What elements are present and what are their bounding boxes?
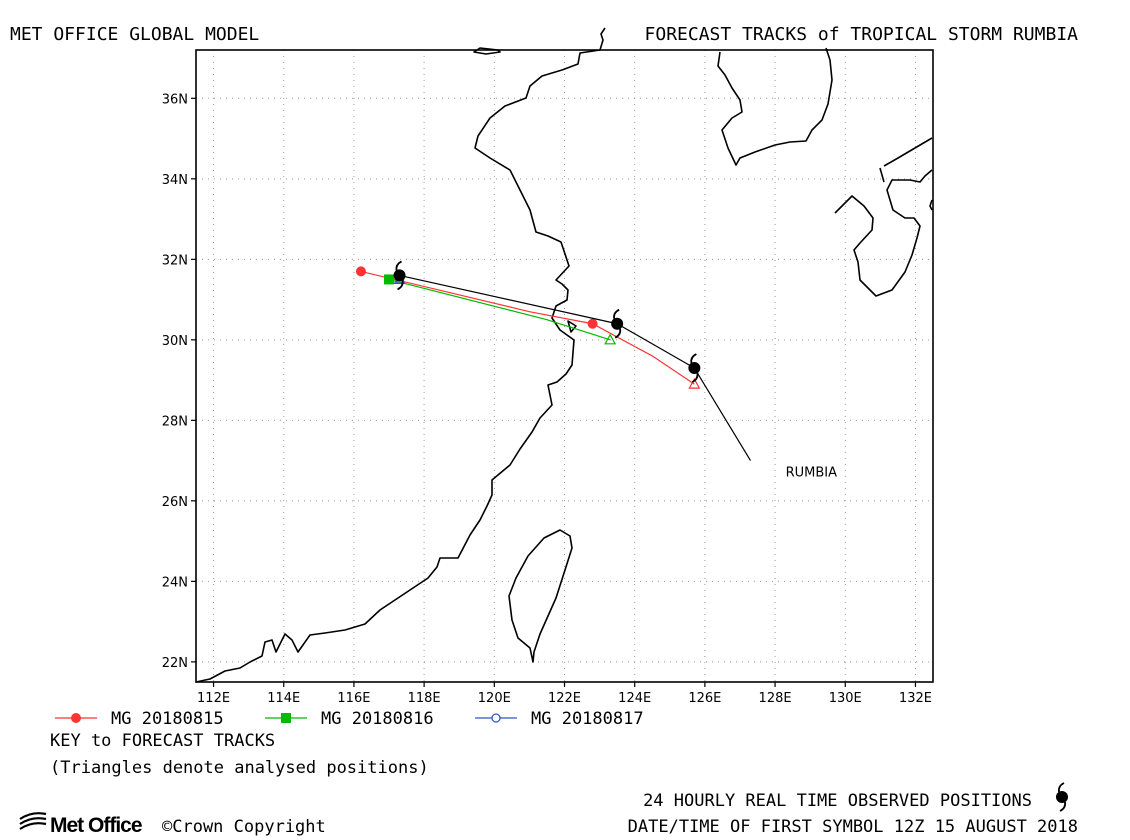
tick-label-lon: 122E [548,691,581,706]
tick-label-lon: 114E [267,691,300,706]
legend-item: MG 20180815 [55,709,224,729]
met-office-logo-text: Met Office [50,814,142,837]
header-left-title: MET OFFICE GLOBAL MODEL [10,24,259,45]
tick-label-lon: 126E [688,691,721,706]
observed-positions-note: 24 HOURLY REAL TIME OBSERVED POSITIONS [643,791,1032,811]
storm-label-leader [693,367,752,461]
storm-symbol-core [611,317,624,330]
key-note: (Triangles denote analysed positions) [50,758,429,778]
tick-label-lat: 34N [162,173,188,188]
forecast-track-marker [355,266,366,277]
storm-symbol-arm-top [1057,782,1065,793]
tick-label-lat: 30N [162,334,188,349]
key-title: KEY to FORECAST TRACKS [50,731,275,751]
tick-label-lon: 118E [408,691,441,706]
tick-label-lat: 28N [162,414,188,429]
storm-symbol-core [688,362,701,375]
storm-name-label: RUMBIA [786,466,838,481]
first-symbol-date: DATE/TIME OF FIRST SYMBOL 12Z 15 AUGUST … [628,817,1078,837]
tropical-storm-symbol-icon [1056,782,1068,812]
storm-symbol-arm-bottom [691,372,699,383]
tick-label-lon: 132E [899,691,932,706]
legend-label: MG 20180815 [111,709,224,729]
header-right-title: FORECAST TRACKS of TROPICAL STORM RUMBIA [645,24,1079,45]
tick-label-lon: 120E [478,691,511,706]
tick-label-lon: 112E [197,691,230,706]
tropical-storm-symbol-icon [1056,782,1068,812]
tick-label-lat: 22N [162,656,188,671]
tropical-storm-symbol-icon [393,260,406,291]
forecast-track-marker [587,318,598,329]
coastline-china [195,27,606,683]
analysed-position-triangle [604,333,617,345]
legend-label: MG 20180817 [531,709,644,729]
tracks [355,260,752,461]
tick-label-lat: 32N [162,253,188,268]
tropical-storm-symbol-icon [688,353,701,383]
tick-label-lat: 36N [162,92,188,107]
legend-marker [71,713,81,723]
storm-symbol-core [1056,791,1068,803]
tick-label-lon: 124E [618,691,651,706]
legend-label: MG 20180816 [321,709,434,729]
axis-ticks: 112E 114E 116E 118E 120E 122E 124E 126E 128E 130E… [162,92,932,706]
storm-symbol-core [393,269,406,282]
analysed-position-triangle [688,377,701,389]
coastline-japan-north [879,137,933,183]
map-area: 112E 114E 116E 118E 120E 122E 124E 126E 128E 130E… [162,27,934,706]
coastline-japan [834,169,933,297]
coastline-taiwan [508,529,573,663]
legend: MG 20180815 MG 20180816 MG 20180817 [55,709,644,729]
coastline-japan-east [929,199,933,211]
legend-item: MG 20180816 [265,709,434,729]
met-office-logo: Met Office [19,812,143,837]
tick-label-lon: 130E [829,691,862,706]
coastline-korea [717,47,833,166]
storm-symbol-arm-bottom [397,280,404,291]
forecast-track-line [360,270,695,385]
coastline-north [473,47,501,55]
forecast-track-line [388,278,611,341]
storm-symbol-arm-bottom [1059,801,1067,812]
legend-marker [281,713,291,723]
map-frame [195,49,934,683]
tick-label-lon: 128E [759,691,792,706]
storm-symbol-arm-top [395,260,402,271]
gridlines [196,50,933,682]
legend-item: MG 20180817 [475,709,644,729]
tick-label-lon: 116E [337,691,370,706]
copyright-text: ©Crown Copyright [162,817,326,837]
legend-marker [491,713,501,723]
tick-label-lat: 24N [162,575,188,590]
tick-label-lat: 26N [162,495,188,510]
tropical-storm-symbol-icon [611,308,624,339]
forecast-track-marker [384,274,395,285]
storm-symbol-arm-top [613,308,620,319]
met-office-swoosh-icon [19,812,47,830]
storm-symbol-arm-top [690,353,697,364]
storm-symbol-arm-bottom [614,328,622,339]
coastlines [195,27,933,683]
